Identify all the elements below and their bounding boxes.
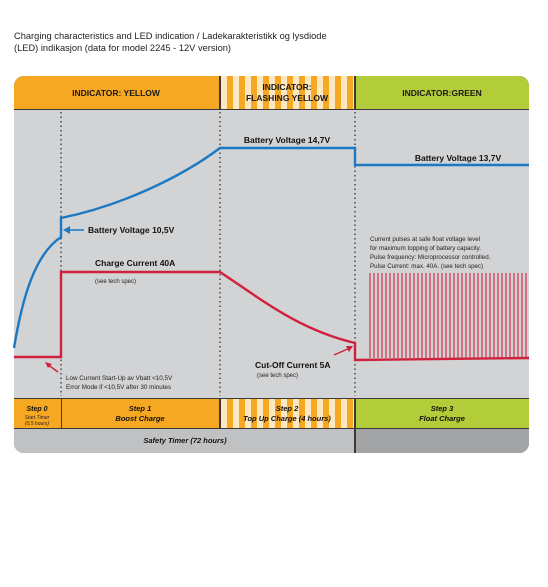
arrow-cutoff [333, 346, 353, 356]
voltage-curve [12, 146, 529, 349]
float-note-3: Pulse frequency: Microprocessor controll… [370, 254, 491, 261]
label-charge-current: Charge Current 40A [95, 258, 175, 268]
step-1-title: Step 1 [129, 404, 152, 413]
caption-line-1: Charging characteristics and LED indicat… [14, 31, 327, 41]
safety-timer-label: Safety Timer (72 hours) [143, 436, 227, 445]
step-2-title: Step 2 [276, 404, 299, 413]
label-low-current-2: Error Mode if <10,5V after 30 minutes [66, 384, 171, 391]
label-battery-voltage-105: Battery Voltage 10,5V [88, 225, 175, 235]
step-2-box [221, 399, 354, 428]
plot-area [14, 110, 529, 398]
float-note-1: Current pulses at safe float voltage lev… [370, 236, 480, 243]
step-0-box [14, 399, 61, 428]
header-flashing-yellow [221, 76, 354, 109]
step-1-box [62, 399, 219, 428]
step-0-title: Step 0 [26, 406, 47, 413]
step-3-subtitle: Float Charge [419, 414, 465, 423]
step-0-subtitle-2: (0,5 hours) [25, 421, 50, 427]
step-0-subtitle-1: Start Timer [25, 415, 50, 421]
header-green-label: INDICATOR:GREEN [402, 88, 482, 98]
header-green [356, 76, 529, 109]
step-3-box [356, 399, 529, 428]
label-see-tech-spec-1: (see tech spec) [95, 279, 136, 285]
header-yellow [14, 76, 219, 109]
float-note-2: for maximum topping of battery capacity. [370, 245, 481, 252]
current-curve [14, 270, 530, 362]
step-3-title: Step 3 [431, 404, 454, 413]
label-low-current-1: Low Current Start-Up av Vbatt <10,5V [66, 375, 173, 382]
safety-timer-bar-green [356, 429, 529, 453]
header-flashing-label-1: INDICATOR: [262, 82, 311, 92]
arrow-voltage-105 [63, 226, 84, 234]
label-see-tech-spec-2: (see tech spec) [257, 373, 298, 379]
step-2-subtitle: Top Up Charge (4 hours) [243, 414, 331, 423]
safety-timer-bar [14, 429, 354, 453]
caption-line-2: (LED) indikasjon (data for model 2245 - … [14, 43, 232, 53]
float-note-4: Pulse Current: max. 40A. (see tech spec) [370, 263, 483, 270]
arrow-low-current [45, 362, 59, 373]
header-flashing-label-2: FLASHING YELLOW [246, 93, 329, 103]
label-battery-voltage-137: Battery Voltage 13,7V [415, 153, 502, 163]
step-1-subtitle: Boost Charge [115, 414, 164, 423]
float-current-pulses [369, 273, 527, 358]
label-battery-voltage-147: Battery Voltage 14,7V [244, 135, 331, 145]
caption: Charging characteristics and LED indicat… [14, 30, 374, 54]
header-yellow-label: INDICATOR: YELLOW [72, 88, 161, 98]
label-cutoff-current: Cut-Off Current 5A [255, 360, 331, 370]
